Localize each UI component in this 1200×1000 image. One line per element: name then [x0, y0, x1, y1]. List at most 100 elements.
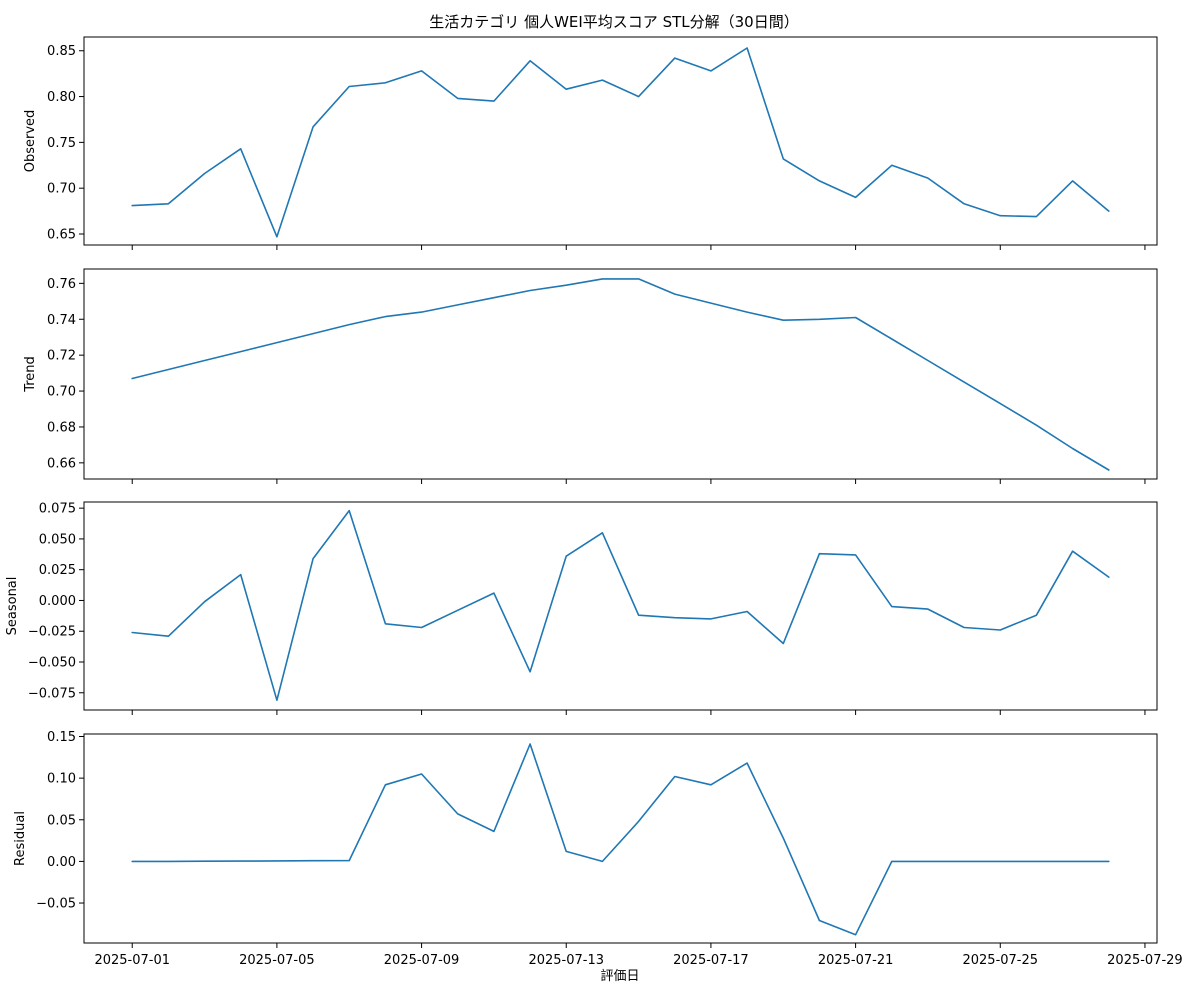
residual-data-point — [384, 784, 386, 786]
trend-data-point — [927, 359, 929, 361]
residual-data-point — [927, 860, 929, 862]
trend-data-point — [818, 318, 820, 320]
seasonal-data-point — [782, 642, 784, 644]
residual-y-axis-title: Residual — [13, 811, 28, 866]
observed-data-point — [854, 196, 856, 198]
observed-data-point — [493, 100, 495, 102]
residual-panel: −0.05 0.00 0.05 0.10 0.15 Residual 2025-07-01 2… — [13, 730, 1183, 968]
trend-data-point — [240, 350, 242, 352]
seasonal-data-point — [818, 553, 820, 555]
residual-data-point — [637, 820, 639, 822]
trend-data-point — [710, 302, 712, 304]
seasonal-data-point — [457, 609, 459, 611]
seasonal-series-line — [131, 509, 1110, 702]
trend-data-point — [1108, 469, 1110, 471]
observed-data-point — [963, 203, 965, 205]
residual-series-line — [131, 743, 1110, 936]
observed-data-point — [746, 47, 748, 49]
trend-data-point — [999, 402, 1001, 404]
seasonal-y-tick-label: 0.000 — [39, 594, 76, 609]
trend-data-point — [565, 284, 567, 286]
observed-data-point — [710, 70, 712, 72]
trend-axes-frame — [83, 268, 1158, 480]
residual-data-point — [601, 860, 603, 862]
trend-panel: 0.66 0.68 0.70 0.72 0.74 0.76 Trend — [23, 268, 1158, 484]
trend-data-point — [601, 278, 603, 280]
seasonal-y-axis-title: Seasonal — [5, 577, 20, 636]
trend-data-point — [457, 304, 459, 306]
observed-data-point — [529, 60, 531, 62]
observed-y-axis-title: Observed — [23, 110, 38, 173]
residual-y-tick-label: −0.05 — [36, 897, 76, 912]
observed-data-point — [348, 85, 350, 87]
seasonal-y-tick-label: 0.050 — [39, 532, 76, 547]
residual-data-point — [493, 830, 495, 832]
residual-data-point — [240, 860, 242, 862]
observed-y-tick-label: 0.80 — [47, 90, 76, 105]
trend-series-line — [131, 278, 1110, 471]
observed-data-point — [782, 158, 784, 160]
trend-data-point — [348, 323, 350, 325]
seasonal-y-tick-label: 0.025 — [39, 563, 76, 578]
trend-data-point — [891, 338, 893, 340]
residual-data-point — [963, 860, 965, 862]
seasonal-panel: −0.075 −0.050 −0.025 0.000 0.025 0.050 0.075 Se… — [5, 501, 1158, 715]
trend-data-point — [854, 316, 856, 318]
residual-data-point — [674, 775, 676, 777]
residual-data-point — [457, 813, 459, 815]
observed-y-tick-label: 0.70 — [47, 182, 76, 197]
trend-data-point — [276, 341, 278, 343]
trend-y-tick-label: 0.72 — [47, 349, 76, 364]
trend-data-point — [674, 293, 676, 295]
seasonal-data-point — [240, 573, 242, 575]
observed-data-point — [167, 203, 169, 205]
seasonal-y-tick-label: −0.050 — [28, 656, 76, 671]
trend-data-point — [746, 311, 748, 313]
chart-title: 生活カテゴリ 個人WEI平均スコア STL分解（30日間） — [429, 13, 798, 31]
seasonal-data-point — [493, 592, 495, 594]
trend-data-point — [963, 381, 965, 383]
observed-y-tick-label: 0.75 — [47, 136, 76, 151]
observed-axes-frame — [83, 36, 1158, 246]
seasonal-data-point — [601, 532, 603, 534]
residual-data-point — [891, 860, 893, 862]
trend-data-point — [384, 315, 386, 317]
residual-data-point — [203, 860, 205, 862]
seasonal-data-point — [854, 554, 856, 556]
x-tick-label: 2025-07-17 — [673, 953, 749, 968]
trend-data-point — [420, 311, 422, 313]
seasonal-data-point — [891, 605, 893, 607]
x-tick-label: 2025-07-29 — [1107, 953, 1183, 968]
residual-data-point — [312, 860, 314, 862]
residual-data-point — [276, 860, 278, 862]
x-tick-label: 2025-07-25 — [962, 953, 1038, 968]
trend-data-point — [1071, 447, 1073, 449]
observed-data-point — [240, 148, 242, 150]
trend-y-tick-label: 0.70 — [47, 385, 76, 400]
residual-data-point — [782, 837, 784, 839]
residual-data-point — [131, 860, 133, 862]
seasonal-data-point — [927, 608, 929, 610]
residual-y-tick-label: 0.05 — [47, 813, 76, 828]
observed-y-tick-label: 0.85 — [47, 44, 76, 59]
observed-data-point — [203, 172, 205, 174]
seasonal-data-point — [167, 635, 169, 637]
residual-data-point — [1071, 860, 1073, 862]
observed-y-tick-label: 0.65 — [47, 228, 76, 243]
observed-data-point — [312, 126, 314, 128]
seasonal-y-tick-label: −0.025 — [28, 625, 76, 640]
seasonal-data-point — [1071, 550, 1073, 552]
seasonal-data-point — [637, 614, 639, 616]
observed-series-line — [131, 47, 1110, 238]
trend-y-tick-label: 0.74 — [47, 313, 76, 328]
residual-data-point — [348, 859, 350, 861]
seasonal-y-tick-label: 0.075 — [39, 502, 76, 517]
trend-data-point — [493, 297, 495, 299]
seasonal-y-tick-label: −0.075 — [28, 686, 76, 701]
observed-data-point — [420, 70, 422, 72]
residual-data-point — [746, 762, 748, 764]
observed-data-point — [818, 180, 820, 182]
trend-data-point — [1035, 424, 1037, 426]
trend-data-point — [131, 377, 133, 379]
seasonal-data-point — [746, 610, 748, 612]
